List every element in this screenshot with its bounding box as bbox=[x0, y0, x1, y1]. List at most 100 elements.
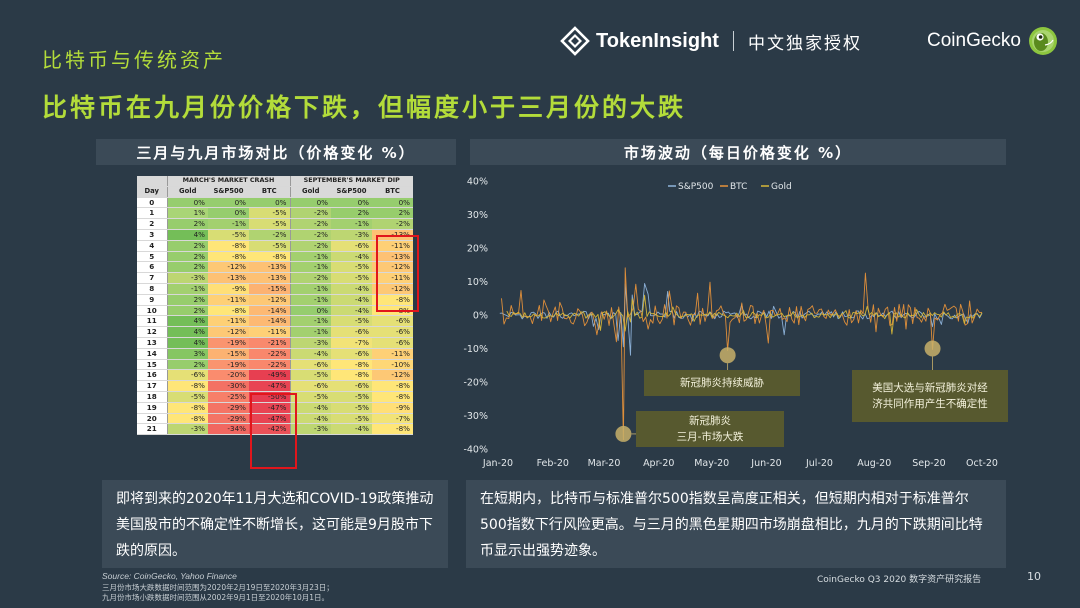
left-commentary: 即将到来的2020年11月大选和COVID-19政策推动美国股市的不确定性不断增… bbox=[102, 480, 448, 568]
cell-sp500-march: -29% bbox=[208, 402, 249, 414]
table-row: 21 -3% -34% -42% -3% -4% -8% bbox=[137, 423, 413, 436]
table-row: 18 -5% -25% -50% -5% -5% -8% bbox=[137, 391, 413, 403]
cell-day: 2 bbox=[137, 218, 167, 230]
cell-day: 0 bbox=[137, 197, 167, 209]
cell-btc-march: -5% bbox=[249, 207, 290, 220]
march-btc-highlight bbox=[250, 393, 297, 469]
y-tick-label: 30% bbox=[467, 210, 488, 221]
annotation-election: 美国大选与新冠肺炎对经 济共同作用产生不确定性 bbox=[852, 370, 1008, 422]
cell-btc-september: -11% bbox=[372, 272, 413, 284]
cell-btc-september: -8% bbox=[372, 294, 413, 306]
x-tick-label: Mar-20 bbox=[588, 458, 621, 469]
cell-sp500-september: -7% bbox=[331, 337, 372, 349]
cell-gold-september: -4% bbox=[289, 402, 331, 414]
y-tick-label: -20% bbox=[463, 378, 488, 389]
table-row: 11 4% -11% -14% -1% -5% -6% bbox=[137, 315, 413, 328]
cell-sp500-march: -11% bbox=[208, 294, 249, 306]
cell-btc-september: 0% bbox=[372, 197, 413, 209]
cell-gold-march: -3% bbox=[166, 272, 208, 284]
cell-sp500-march: -9% bbox=[208, 283, 249, 295]
cell-gold-september: -5% bbox=[289, 391, 331, 403]
cell-sp500-september: -5% bbox=[331, 315, 372, 328]
y-tick-label: -30% bbox=[463, 411, 488, 422]
table-group-header: MARCH'S MARKET CRASH SEPTEMBER'S MARKET … bbox=[137, 176, 413, 187]
cell-btc-march: -50% bbox=[249, 391, 290, 403]
cell-gold-march: 2% bbox=[166, 240, 208, 252]
cell-sp500-march: -1% bbox=[208, 218, 249, 230]
gecko-icon bbox=[1029, 27, 1057, 55]
annotation-march-crash: 新冠肺炎 三月-市场大跌 bbox=[636, 411, 784, 447]
cell-gold-september: -1% bbox=[289, 283, 331, 295]
table-row: 9 2% -11% -12% -1% -4% -8% bbox=[137, 294, 413, 306]
license-label: 中文独家授权 bbox=[747, 33, 862, 54]
group-header-march: MARCH'S MARKET CRASH bbox=[166, 176, 290, 187]
legend-label: S&P500 bbox=[678, 182, 714, 192]
volatility-chart-title: 市场波动（每日价格变化 %） bbox=[470, 139, 1006, 165]
cell-sp500-september: -4% bbox=[331, 251, 372, 263]
cell-gold-september: -6% bbox=[289, 359, 331, 371]
cell-sp500-september: -4% bbox=[331, 294, 372, 306]
cell-sp500-september: -6% bbox=[331, 348, 372, 360]
cell-gold-march: 2% bbox=[166, 261, 208, 274]
cell-btc-september: 2% bbox=[372, 207, 413, 220]
x-tick-label: Sep-20 bbox=[912, 458, 945, 469]
cell-sp500-september: -5% bbox=[331, 402, 372, 414]
cell-sp500-march: -29% bbox=[208, 413, 249, 425]
cell-sp500-march: -5% bbox=[208, 229, 249, 241]
cell-day: 9 bbox=[137, 294, 167, 306]
cell-day: 6 bbox=[137, 261, 167, 274]
table-row: 6 2% -12% -13% -1% -5% -12% bbox=[137, 261, 413, 274]
x-tick-label: Apr-20 bbox=[643, 458, 674, 469]
group-header-blank bbox=[137, 176, 167, 187]
cell-sp500-september: -3% bbox=[331, 229, 372, 241]
cell-sp500-march: -15% bbox=[208, 348, 249, 360]
cell-btc-march: -8% bbox=[249, 251, 290, 263]
cell-gold-september: -6% bbox=[289, 380, 331, 392]
y-tick-label: 10% bbox=[467, 277, 488, 288]
table-row: 20 -8% -29% -47% -4% -5% -7% bbox=[137, 413, 413, 425]
x-tick-label: Feb-20 bbox=[537, 458, 569, 469]
cell-btc-march: -47% bbox=[249, 380, 290, 392]
cell-btc-september: -9% bbox=[372, 402, 413, 414]
cell-btc-september: -7% bbox=[372, 413, 413, 425]
x-tick-label: Jul-20 bbox=[805, 458, 833, 469]
cell-sp500-march: -19% bbox=[208, 359, 249, 371]
cell-day: 10 bbox=[137, 305, 167, 317]
cell-btc-september: -10% bbox=[372, 359, 413, 371]
cell-gold-september: -2% bbox=[289, 229, 331, 241]
cell-day: 7 bbox=[137, 272, 167, 284]
annotation-crash-line2: 三月-市场大跌 bbox=[676, 431, 744, 443]
cell-sp500-march: -8% bbox=[208, 305, 249, 317]
cell-btc-september: -2% bbox=[372, 218, 413, 230]
col-header-btc-september: BTC bbox=[372, 186, 413, 198]
table-row: 0 0% 0% 0% 0% 0% 0% bbox=[137, 197, 413, 209]
cell-btc-september: -6% bbox=[372, 337, 413, 349]
table-row: 2 2% -1% -5% -2% -1% -2% bbox=[137, 218, 413, 230]
cell-day: 5 bbox=[137, 251, 167, 263]
marker-march-crash bbox=[615, 425, 632, 442]
table-row: 14 3% -15% -22% -4% -6% -11% bbox=[137, 348, 413, 360]
cell-btc-september: -8% bbox=[372, 391, 413, 403]
x-tick-label: Aug-20 bbox=[857, 458, 891, 469]
cell-day: 1 bbox=[137, 207, 167, 220]
annotation-continuing-threat: 新冠肺炎持续威胁 bbox=[644, 370, 800, 396]
cell-gold-march: 4% bbox=[166, 229, 208, 241]
cell-day: 21 bbox=[137, 423, 167, 436]
col-header-gold-september: Gold bbox=[289, 186, 331, 198]
tokeninsight-name: TokenInsight bbox=[596, 29, 719, 52]
x-tick-label: May-20 bbox=[694, 458, 729, 469]
cell-btc-march: -12% bbox=[249, 294, 290, 306]
cell-sp500-september: -5% bbox=[331, 413, 372, 425]
cell-sp500-march: -30% bbox=[208, 380, 249, 392]
cell-day: 15 bbox=[137, 359, 167, 371]
cell-gold-march: 2% bbox=[166, 294, 208, 306]
cell-gold-september: -4% bbox=[289, 348, 331, 360]
cell-sp500-march: -20% bbox=[208, 369, 249, 382]
table-row: 3 4% -5% -2% -2% -3% -13% bbox=[137, 229, 413, 241]
cell-gold-march: -1% bbox=[166, 283, 208, 295]
tokeninsight-logo: TokenInsight 中文独家授权 bbox=[560, 26, 862, 56]
cell-day: 11 bbox=[137, 315, 167, 328]
col-header-sp500-september: S&P500 bbox=[331, 186, 372, 198]
table-row: 15 2% -19% -22% -6% -8% -10% bbox=[137, 359, 413, 371]
cell-btc-september: -12% bbox=[372, 369, 413, 382]
